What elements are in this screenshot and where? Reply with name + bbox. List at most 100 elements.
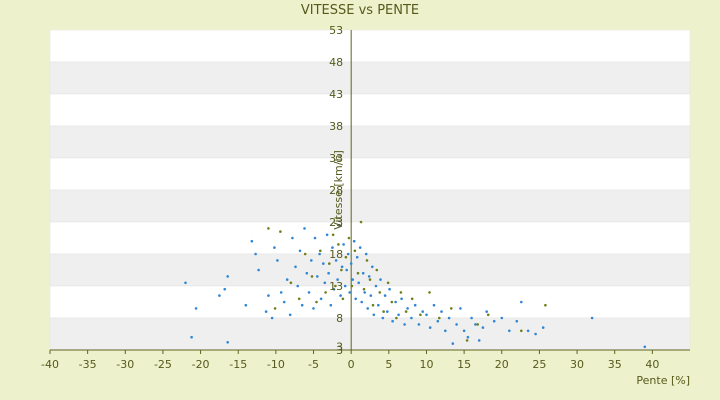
data-point-blue xyxy=(417,323,421,326)
data-point-blue xyxy=(285,278,289,281)
data-point-blue xyxy=(334,259,338,262)
x-tick-label: 30 xyxy=(570,358,584,371)
data-point-blue xyxy=(352,239,356,243)
data-point-blue xyxy=(342,243,345,246)
data-point-blue xyxy=(388,287,391,291)
chart-axes xyxy=(49,30,690,354)
data-point-olive xyxy=(279,230,282,233)
data-point-blue xyxy=(331,246,334,249)
x-tick-label: 40 xyxy=(645,358,659,371)
data-point-olive xyxy=(390,300,394,304)
data-point-blue xyxy=(319,297,323,301)
data-point-blue xyxy=(300,303,304,307)
data-point-blue xyxy=(386,310,389,313)
grid-band xyxy=(49,189,691,223)
data-point-olive xyxy=(340,268,343,272)
data-point-blue xyxy=(372,313,376,317)
data-point-blue xyxy=(270,316,274,320)
data-point-blue xyxy=(394,300,397,304)
data-point-olive xyxy=(273,307,277,310)
data-point-blue xyxy=(440,310,443,313)
data-point-olive xyxy=(378,291,382,294)
data-point-blue xyxy=(226,341,229,344)
grid-band xyxy=(49,125,691,159)
data-point-blue xyxy=(459,307,462,310)
data-point-blue xyxy=(322,262,325,265)
data-point-blue xyxy=(190,335,193,339)
data-point-olive xyxy=(382,310,385,313)
data-point-blue xyxy=(223,287,226,291)
data-point-olive xyxy=(450,307,453,310)
data-point-blue xyxy=(264,310,268,313)
x-tick-label: 15 xyxy=(457,358,471,371)
y-tick-label: 18 xyxy=(329,248,343,261)
data-point-blue xyxy=(360,300,364,304)
chart-title: VITESSE vs PENTE xyxy=(301,3,419,18)
data-point-blue xyxy=(325,233,329,237)
data-point-blue xyxy=(363,291,367,294)
data-point-blue xyxy=(492,319,496,323)
data-point-olive xyxy=(353,249,357,253)
data-point-blue xyxy=(361,271,365,275)
data-point-blue xyxy=(436,319,440,323)
data-point-blue xyxy=(400,297,403,301)
data-point-blue xyxy=(410,316,413,320)
grid-band xyxy=(49,317,691,351)
data-point-blue xyxy=(318,252,321,256)
data-point-blue xyxy=(371,265,374,269)
data-point-blue xyxy=(279,291,283,294)
data-point-blue xyxy=(349,262,353,265)
y-tick-label: 23 xyxy=(329,216,343,229)
data-point-blue xyxy=(455,323,458,326)
data-point-blue xyxy=(291,236,294,240)
data-point-olive xyxy=(375,268,379,272)
data-point-olive xyxy=(359,220,363,224)
x-tick-label: 0 xyxy=(348,358,355,371)
data-point-blue xyxy=(358,246,362,249)
data-point-olive xyxy=(350,284,354,288)
data-point-blue xyxy=(250,239,254,243)
data-point-blue xyxy=(267,294,270,297)
data-point-olive xyxy=(371,303,375,307)
data-point-olive xyxy=(324,291,327,294)
data-point-blue xyxy=(323,281,327,285)
data-point-olive xyxy=(368,278,372,281)
y-axis-label: Vitesse [km/h] xyxy=(332,150,345,230)
data-point-blue xyxy=(357,281,361,285)
data-point-olive xyxy=(328,262,331,265)
data-point-blue xyxy=(336,278,339,281)
y-tick-label: 8 xyxy=(336,312,343,325)
data-point-olive xyxy=(267,227,270,230)
x-tick-label: -20 xyxy=(192,358,210,371)
data-point-blue xyxy=(397,313,400,317)
data-point-blue xyxy=(313,236,317,240)
data-point-blue xyxy=(305,271,309,275)
data-point-olive xyxy=(303,252,307,256)
data-point-blue xyxy=(282,300,286,304)
data-point-olive xyxy=(341,297,345,301)
data-point-blue xyxy=(369,294,373,297)
data-point-blue xyxy=(526,329,530,333)
data-point-olive xyxy=(520,329,523,333)
data-point-blue xyxy=(244,303,248,307)
data-point-blue xyxy=(474,323,477,326)
grid-band xyxy=(49,253,691,287)
data-point-blue xyxy=(590,316,594,320)
data-point-blue xyxy=(312,307,315,310)
data-point-blue xyxy=(515,319,519,323)
data-point-blue xyxy=(298,249,302,253)
data-point-blue xyxy=(340,265,344,269)
data-point-blue xyxy=(310,259,313,262)
data-point-blue xyxy=(329,303,333,307)
data-point-blue xyxy=(337,223,341,227)
data-point-blue xyxy=(288,313,292,317)
x-tick-label: 25 xyxy=(532,358,546,371)
data-point-blue xyxy=(226,275,229,278)
data-point-blue xyxy=(332,287,336,291)
data-point-olive xyxy=(419,313,422,317)
data-point-olive xyxy=(297,297,301,301)
data-point-olive xyxy=(356,271,360,275)
data-point-blue xyxy=(381,316,385,320)
data-point-blue xyxy=(273,246,276,249)
